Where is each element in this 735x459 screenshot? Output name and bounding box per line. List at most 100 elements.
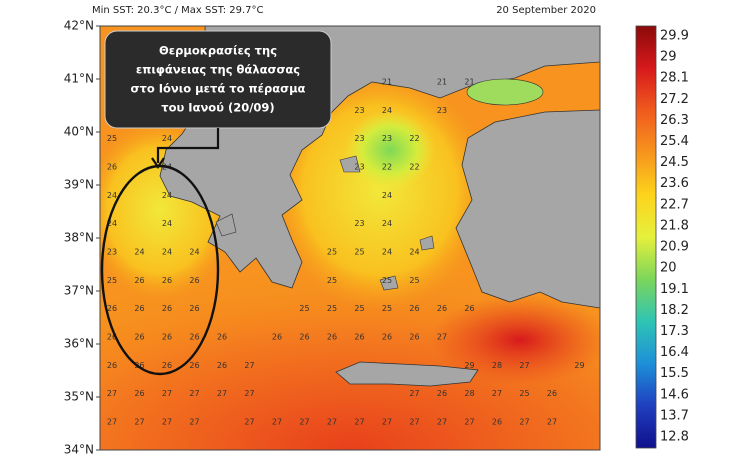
grid-value: 28: [492, 361, 502, 370]
lat-label: 40°N: [64, 125, 94, 139]
grid-value: 26: [189, 276, 199, 285]
colorbar-label: 18.2: [660, 303, 689, 318]
grid-value: 27: [244, 418, 254, 427]
grid-value: 25: [327, 248, 337, 257]
grid-value: 25: [409, 276, 419, 285]
grid-value: 24: [107, 219, 117, 228]
grid-value: 23: [107, 248, 117, 257]
grid-value: 26: [107, 163, 117, 172]
grid-value: 26: [189, 333, 199, 342]
grid-value: 26: [492, 418, 502, 427]
grid-value: 27: [189, 418, 199, 427]
grid-value: 27: [409, 389, 419, 398]
grid-value: 26: [382, 333, 392, 342]
date: 20 September 2020: [496, 5, 596, 16]
colorbar-label: 23.6: [660, 176, 689, 191]
grid-value: 26: [409, 333, 419, 342]
grid-value: 23: [354, 219, 364, 228]
grid-value: 24: [162, 248, 172, 257]
grid-value: 27: [244, 389, 254, 398]
colorbar-label: 16.4: [660, 345, 689, 360]
grid-value: 24: [189, 248, 199, 257]
colorbar-label: 12.8: [660, 430, 689, 445]
colorbar-label: 20.9: [660, 240, 689, 255]
grid-value: 26: [162, 304, 172, 313]
grid-value: 27: [464, 418, 474, 427]
lat-label: 36°N: [64, 337, 94, 351]
grid-value: 21: [437, 78, 447, 87]
lat-label: 37°N: [64, 284, 94, 298]
lat-label: 42°N: [64, 19, 94, 33]
colorbar-label: 24.5: [660, 155, 689, 170]
grid-value: 26: [354, 333, 364, 342]
grid-value: 26: [327, 333, 337, 342]
grid-value: 24: [382, 106, 392, 115]
arrow: [156, 128, 220, 163]
annotation: Θερμοκρασίες της επιφάνειας της θάλασσας σ…: [131, 44, 306, 115]
grid-value: 22: [382, 163, 392, 172]
grid-value: 26: [217, 361, 227, 370]
grid-value: 24: [409, 248, 419, 257]
annotation-line: Θερμοκρασίες της: [159, 44, 277, 58]
sea-marmara: [466, 78, 544, 106]
grid-value: 22: [409, 163, 419, 172]
colorbar-label: 28.1: [660, 71, 689, 86]
grid-value: 21: [464, 78, 474, 87]
colorbar: [635, 25, 657, 449]
grid-value: 27: [437, 333, 447, 342]
grid-value: 26: [162, 361, 172, 370]
grid-value: 26: [134, 361, 144, 370]
grid-value: 25: [327, 304, 337, 313]
grid-value: 27: [107, 418, 117, 427]
grid-value: 26: [134, 276, 144, 285]
grid-value: 26: [134, 304, 144, 313]
grid-value: 26: [107, 304, 117, 313]
lat-label: 34°N: [64, 443, 94, 457]
grid-value: 27: [519, 418, 529, 427]
grid-value: 21: [382, 78, 392, 87]
colorbar-labels: 29.9 29 28.1 27.2 26.3 25.4 24.5 23.6 22.7 21.8 20…: [660, 29, 689, 445]
grid-value: 27: [354, 418, 364, 427]
grid-value: 27: [327, 418, 337, 427]
grid-value: 27: [547, 418, 557, 427]
highlight-ellipse: [100, 164, 220, 376]
grid-value: 27: [409, 418, 419, 427]
grid-value: 26: [217, 333, 227, 342]
grid-value: 25: [107, 134, 117, 143]
land-crete: [335, 361, 479, 387]
grid-value: 22: [409, 134, 419, 143]
sea-green: [345, 110, 435, 190]
grid-value: 27: [437, 418, 447, 427]
grid-value: 25: [354, 304, 364, 313]
grid-values: 21 21 21 23 24 23 25 24 23 23 22 26 24 23 22 22 24 24 24 24…: [107, 78, 585, 427]
grid-value: 26: [162, 276, 172, 285]
grid-value: 26: [134, 333, 144, 342]
grid-value: 26: [299, 333, 309, 342]
grid-value: 24: [382, 248, 392, 257]
lat-label: 35°N: [64, 390, 94, 404]
lat-label: 41°N: [64, 72, 94, 86]
grid-value: 27: [189, 389, 199, 398]
grid-value: 29: [574, 361, 584, 370]
grid-value: 24: [162, 191, 172, 200]
grid-value: 27: [134, 418, 144, 427]
grid-value: 26: [189, 361, 199, 370]
annotation-line: επιφάνειας της θάλασσας: [136, 63, 300, 77]
grid-value: 24: [162, 219, 172, 228]
grid-value: 27: [492, 389, 502, 398]
grid-value: 23: [437, 106, 447, 115]
land-turkey: [455, 109, 600, 309]
grid-value: 23: [354, 106, 364, 115]
grid-value: 23: [382, 134, 392, 143]
lat-axis: 42°N 41°N 40°N 39°N 38°N 37°N 36°N 35°N 34°N: [64, 19, 100, 457]
colorbar-label: 27.2: [660, 92, 689, 107]
colorbar-label: 19.1: [660, 282, 689, 297]
grid-value: 25: [519, 389, 529, 398]
colorbar-label: 13.7: [660, 408, 689, 423]
grid-value: 27: [244, 361, 254, 370]
grid-value: 26: [162, 333, 172, 342]
grid-value: 23: [354, 163, 364, 172]
grid-value: 24: [107, 191, 117, 200]
annotation-line: του Ιανού (20/09): [161, 101, 274, 115]
